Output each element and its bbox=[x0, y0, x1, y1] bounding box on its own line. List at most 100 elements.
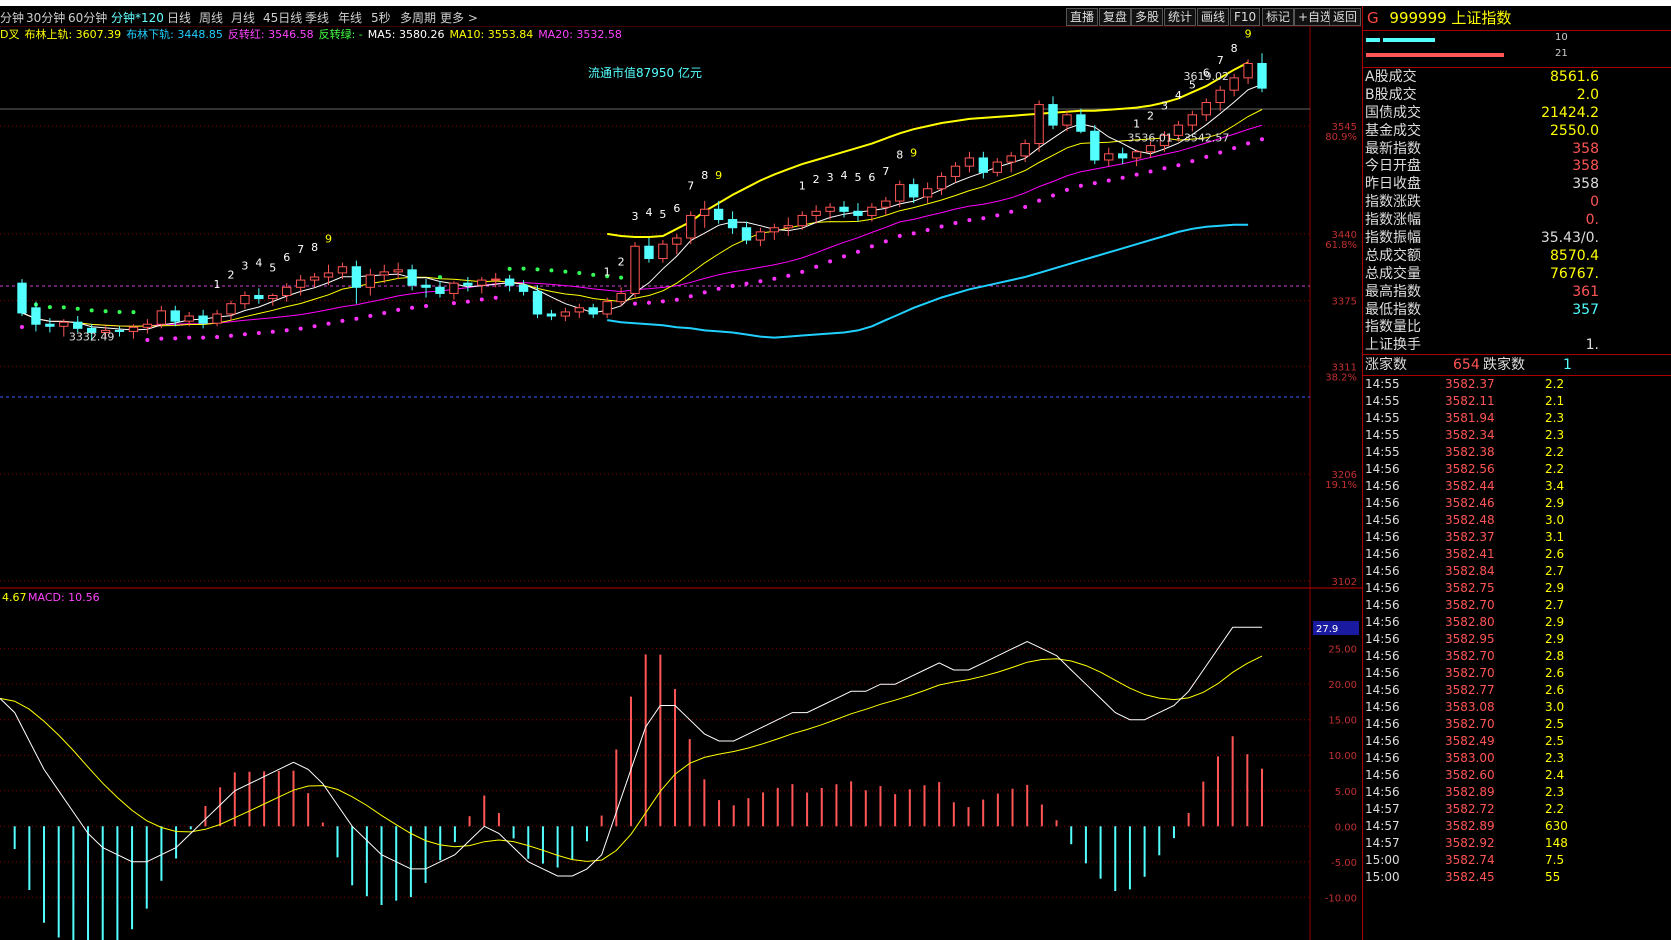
reversal-dot bbox=[437, 275, 442, 280]
tick-row: 14:56 3582.41 2.6 bbox=[1363, 546, 1671, 563]
tool-button-3[interactable]: 统计 bbox=[1164, 8, 1197, 26]
tool-button-7[interactable]: +自选 bbox=[1294, 8, 1337, 26]
reversal-dot bbox=[842, 254, 847, 259]
tick-price: 3583.08 bbox=[1445, 700, 1495, 715]
period-tab-11[interactable]: 多周期 bbox=[400, 11, 437, 25]
candle-body bbox=[156, 310, 167, 325]
stat-row: 上证换手 1. bbox=[1363, 336, 1671, 354]
signal-number: 2 bbox=[1147, 110, 1154, 123]
indicator-value-3: 反转红: 3546.58 bbox=[227, 28, 314, 41]
reversal-dot bbox=[159, 336, 164, 341]
tool-button-0[interactable]: 直播 bbox=[1066, 8, 1099, 26]
tool-button-8[interactable]: 返回 bbox=[1329, 8, 1362, 26]
indicator-value-2: 布林下轨: 3448.85 bbox=[126, 28, 223, 41]
candle bbox=[156, 305, 167, 329]
reversal-dot bbox=[1023, 204, 1028, 209]
candle-body bbox=[1257, 63, 1267, 89]
tick-row: 14:57 3582.92 148 bbox=[1363, 835, 1671, 852]
candle-body bbox=[128, 326, 139, 332]
tick-price: 3581.94 bbox=[1445, 411, 1495, 426]
tick-vol: 2.5 bbox=[1545, 717, 1565, 732]
candle bbox=[17, 279, 27, 317]
tick-time: 14:55 bbox=[1365, 445, 1400, 460]
period-tab-10[interactable]: 5秒 bbox=[371, 11, 391, 25]
candle bbox=[1257, 53, 1267, 93]
reversal-dot bbox=[326, 321, 331, 326]
candle-body bbox=[644, 245, 654, 260]
signal-number: 6 bbox=[1203, 66, 1210, 79]
tool-button-6[interactable]: 标记 bbox=[1262, 8, 1295, 26]
signal-number: 7 bbox=[882, 165, 889, 178]
candle bbox=[1145, 141, 1156, 158]
tick-price: 3582.70 bbox=[1445, 649, 1495, 664]
candle-body bbox=[337, 266, 348, 274]
tool-button-2[interactable]: 多股 bbox=[1131, 8, 1164, 26]
period-tab-12[interactable]: 更多 > bbox=[440, 11, 478, 25]
stat-label: 指数振幅 bbox=[1365, 230, 1421, 247]
reversal-dot bbox=[535, 267, 540, 272]
period-tab-4[interactable]: 日线 bbox=[167, 11, 192, 25]
tool-button-1[interactable]: 复盘 bbox=[1099, 8, 1132, 26]
candle bbox=[1243, 59, 1253, 85]
reversal-dot bbox=[396, 307, 401, 312]
candle bbox=[839, 201, 849, 218]
tool-button-5[interactable]: F10 bbox=[1230, 8, 1261, 26]
period-tab-0[interactable]: 分钟 bbox=[0, 11, 25, 25]
candle-body bbox=[909, 184, 919, 198]
stat-label: 最高指数 bbox=[1365, 283, 1421, 300]
signal-number: 3 bbox=[632, 210, 639, 223]
candle bbox=[853, 203, 863, 222]
tick-time: 14:56 bbox=[1365, 700, 1400, 715]
period-tab-7[interactable]: 45日线 bbox=[263, 11, 303, 25]
candle-body bbox=[407, 269, 417, 286]
candle-body bbox=[769, 227, 780, 233]
indicator-value-4: 反转绿: - bbox=[318, 28, 363, 41]
signal-number: 5 bbox=[854, 171, 861, 184]
candle bbox=[1229, 73, 1239, 97]
tick-price: 3582.38 bbox=[1445, 445, 1495, 460]
candle bbox=[992, 157, 1002, 177]
tick-time: 15:00 bbox=[1365, 853, 1400, 868]
tick-list[interactable]: 14:55 3582.37 2.2 14:55 3582.11 2.1 14:55 3581.… bbox=[1363, 376, 1671, 886]
reversal-dot bbox=[228, 333, 233, 338]
period-tab-6[interactable]: 月线 bbox=[231, 11, 256, 25]
window-top-strip bbox=[0, 0, 1671, 6]
candle-body bbox=[463, 282, 473, 286]
tick-time: 14:56 bbox=[1365, 513, 1400, 528]
candle-body bbox=[1201, 102, 1211, 116]
period-tab-9[interactable]: 年线 bbox=[338, 11, 363, 25]
candle bbox=[504, 274, 515, 292]
reversal-dot bbox=[758, 279, 763, 284]
stat-label: 基金成交 bbox=[1365, 122, 1421, 139]
tool-button-4[interactable]: 画线 bbox=[1197, 8, 1230, 26]
kline-chart[interactable]: 35453440337533113206310280.9%61.8%38.2%1… bbox=[0, 26, 1362, 940]
tick-price: 3582.34 bbox=[1445, 428, 1495, 443]
quote-header[interactable]: G 999999 上证指数 bbox=[1363, 6, 1671, 31]
period-tab-2[interactable]: 60分钟 bbox=[68, 11, 108, 25]
candle-body bbox=[1159, 134, 1170, 147]
reversal-dot bbox=[1051, 193, 1056, 198]
tick-row: 14:56 3582.70 2.6 bbox=[1363, 665, 1671, 682]
tick-time: 14:56 bbox=[1365, 666, 1400, 681]
percent-tick-label: 38.2% bbox=[1325, 372, 1357, 383]
tick-time: 14:56 bbox=[1365, 581, 1400, 596]
candle bbox=[560, 307, 571, 322]
candle bbox=[532, 285, 543, 319]
tick-price: 3582.74 bbox=[1445, 853, 1495, 868]
reversal-dot bbox=[1162, 166, 1167, 171]
candle bbox=[1201, 98, 1211, 121]
period-tab-3[interactable]: 分钟*120 bbox=[111, 11, 164, 25]
period-tab-1[interactable]: 30分钟 bbox=[26, 11, 66, 25]
tick-vol: 2.2 bbox=[1545, 445, 1565, 460]
tick-time: 14:56 bbox=[1365, 785, 1400, 800]
stat-value: 358 bbox=[1572, 140, 1599, 157]
period-tab-5[interactable]: 周线 bbox=[199, 11, 224, 25]
reversal-dot bbox=[103, 309, 108, 314]
candle bbox=[755, 227, 766, 247]
candle bbox=[1117, 147, 1128, 165]
candle bbox=[142, 319, 153, 334]
period-tab-8[interactable]: 季线 bbox=[305, 11, 330, 25]
candle bbox=[379, 264, 389, 284]
candle-body bbox=[393, 269, 403, 273]
candle bbox=[114, 326, 125, 337]
